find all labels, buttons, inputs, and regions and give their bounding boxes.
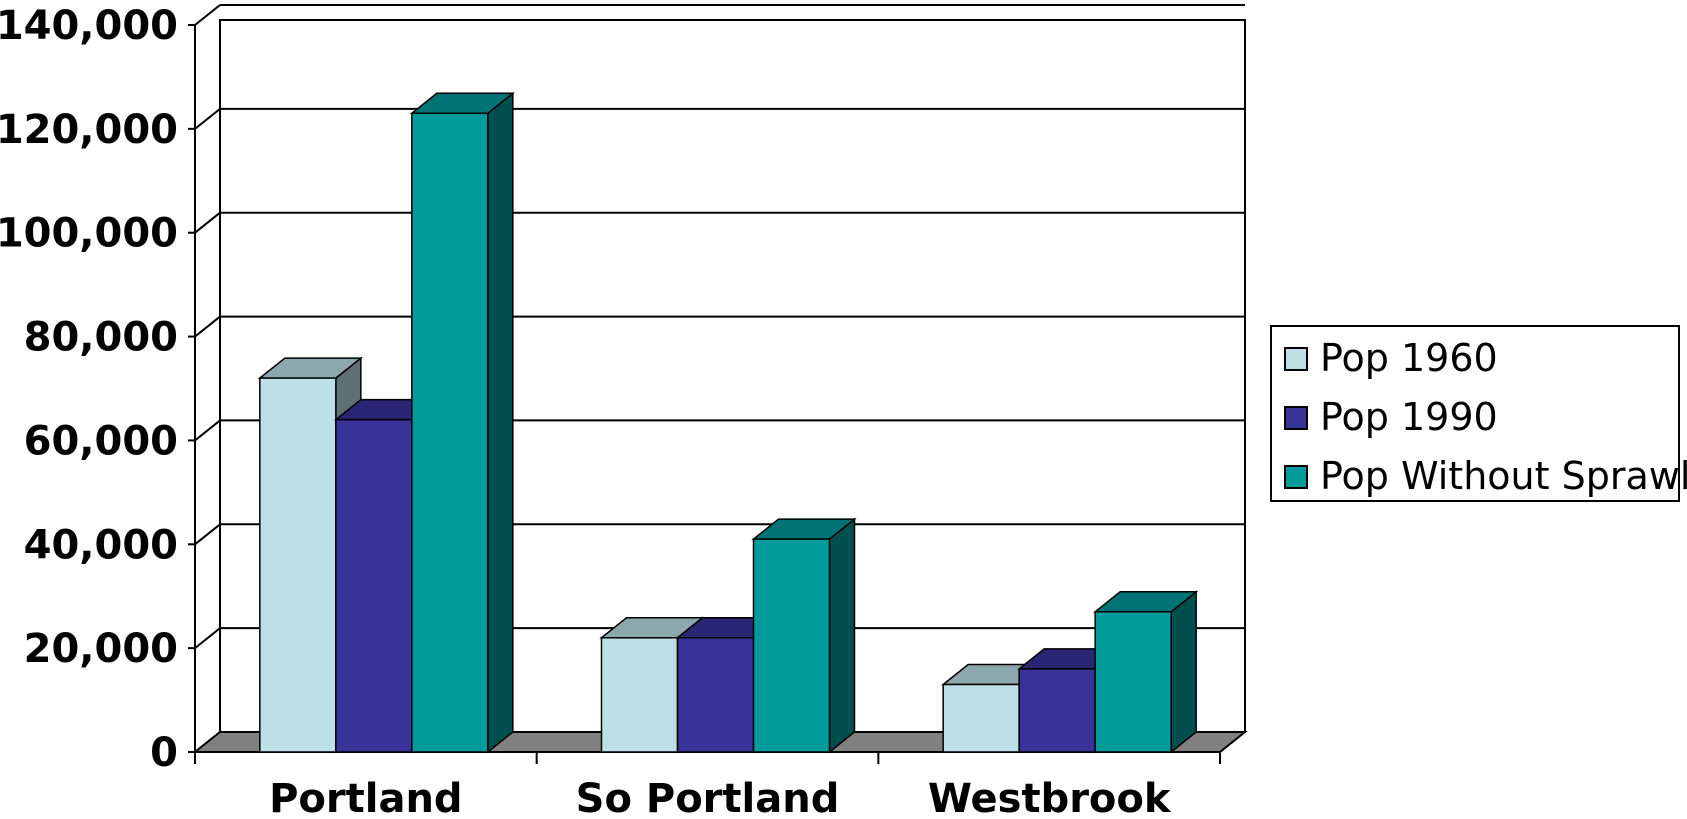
bar-front-face bbox=[600, 637, 679, 753]
legend-swatch bbox=[1284, 347, 1308, 371]
gridline-side bbox=[194, 523, 221, 546]
gridline-side bbox=[194, 211, 221, 234]
legend-swatch bbox=[1284, 465, 1308, 489]
bar-front-face bbox=[411, 112, 489, 753]
y-tick-label: 140,000 bbox=[0, 3, 178, 49]
y-axis-ticks: 0 20,000 40,000 60,000 80,000 100,000 120,000 1… bbox=[0, 3, 178, 776]
bar-front-face bbox=[335, 418, 413, 753]
legend: Pop 1960 Pop 1990 Pop Without Sprawl bbox=[1270, 325, 1687, 502]
bar-pop-without-sprawl bbox=[751, 517, 857, 754]
bar-pop-without-sprawl bbox=[1093, 590, 1199, 754]
y-tick-label: 20,000 bbox=[24, 626, 178, 672]
bar-front-face bbox=[259, 377, 337, 753]
legend-label: Pop 1990 bbox=[1320, 395, 1498, 439]
bar-side-face bbox=[1170, 590, 1197, 754]
y-tick-label: 80,000 bbox=[24, 315, 178, 361]
y-tick-label: 40,000 bbox=[24, 522, 178, 568]
y-tick-label: 100,000 bbox=[0, 211, 178, 257]
y-tick-label: 60,000 bbox=[24, 418, 178, 464]
legend-label: Pop 1960 bbox=[1320, 336, 1498, 380]
bar-front-face bbox=[942, 683, 1020, 753]
bar-pop-without-sprawl bbox=[409, 91, 515, 754]
legend-label: Pop Without Sprawl bbox=[1320, 454, 1687, 498]
gridline-side bbox=[194, 4, 221, 26]
gridline-side bbox=[194, 108, 221, 130]
bar-side-face bbox=[828, 517, 856, 754]
y-tick-label: 0 bbox=[150, 730, 178, 776]
bar-side-face bbox=[487, 91, 514, 754]
gridline-side bbox=[194, 419, 221, 442]
bars bbox=[257, 91, 1199, 754]
gridline-side bbox=[194, 627, 221, 649]
legend-box bbox=[1270, 325, 1680, 502]
bar-front-face bbox=[1018, 668, 1096, 753]
bar-front-face bbox=[1094, 611, 1172, 753]
x-tick-label: So Portland bbox=[576, 776, 840, 819]
x-tick-label: Westbrook bbox=[928, 776, 1172, 819]
y-tick-label: 120,000 bbox=[0, 107, 178, 153]
x-axis-ticks: Portland So Portland Westbrook bbox=[269, 776, 1172, 819]
bar-front-face bbox=[676, 637, 755, 753]
bar-front-face bbox=[752, 538, 831, 753]
x-tick-label: Portland bbox=[269, 776, 462, 819]
gridline-side bbox=[194, 315, 221, 338]
legend-swatch bbox=[1284, 406, 1308, 430]
